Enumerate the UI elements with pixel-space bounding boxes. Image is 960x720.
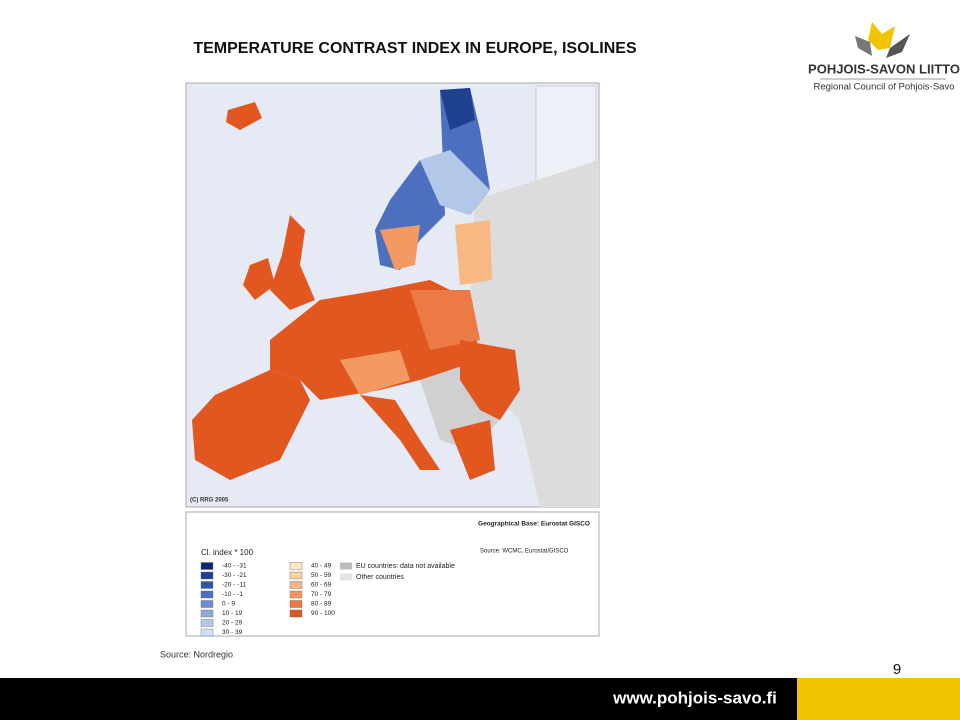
- legend-box: [185, 511, 600, 637]
- legend-label: -20 - -11: [222, 582, 246, 589]
- legend-swatch: [200, 562, 214, 570]
- logo: POHJOIS-SAVON LIITTO Regional Council of…: [808, 22, 960, 93]
- legend-label: 60 - 69: [311, 582, 332, 589]
- footer-bar: [0, 678, 797, 720]
- legend-label: 0 - 9: [222, 601, 235, 608]
- legend-label: Other countries: [356, 574, 404, 581]
- legend-label: 80 - 89: [311, 601, 332, 608]
- legend-swatch: [289, 581, 303, 589]
- legend-swatch: [289, 600, 303, 608]
- legend-label: -40 - -31: [222, 563, 247, 570]
- legend-label: 10 - 19: [222, 610, 243, 617]
- legend-swatch: [289, 590, 303, 599]
- legend-swatch: [200, 609, 214, 618]
- legend-label: 30 - 39: [222, 629, 243, 636]
- logo-name: POHJOIS-SAVON LIITTO: [808, 61, 960, 76]
- legend-label: -10 - -1: [222, 591, 243, 598]
- legend-swatch: [340, 562, 352, 570]
- legend-swatch: [289, 609, 303, 618]
- legend-swatch: [200, 628, 214, 637]
- geo-base: Geographical Base: Eurostat GISCO: [478, 521, 590, 528]
- source: Source: Nordregio: [160, 649, 233, 659]
- legend-label: 70 - 79: [311, 591, 332, 598]
- legend-label: 50 - 59: [311, 572, 332, 579]
- legend-label: -30 - -21: [222, 572, 247, 579]
- map: [185, 82, 600, 508]
- legend-label: 90 - 100: [311, 610, 335, 617]
- legend: -40 - -31 -30 - -21 -20 - -11 -10 - -1 0 - 9…: [200, 562, 455, 637]
- map-source: Source: WCMC, Eurostat/GISCO: [480, 549, 569, 555]
- legend-label: 20 - 29: [222, 620, 243, 627]
- legend-swatch: [200, 619, 214, 627]
- legend-swatch: [289, 562, 303, 570]
- website: www.pohjois-savo.fi: [612, 688, 777, 707]
- legend-swatch: [200, 571, 214, 580]
- legend-title: Cl. index * 100: [201, 548, 254, 557]
- logo-subtitle: Regional Council of Pohjois-Savo: [814, 82, 955, 93]
- legend-swatch: [340, 573, 352, 581]
- legend-label: EU countries: data not available: [356, 563, 455, 570]
- legend-swatch: [200, 581, 214, 589]
- legend-label: 40 - 49: [311, 563, 332, 570]
- legend-swatch: [200, 590, 214, 599]
- legend-swatch: [289, 571, 303, 580]
- slide-title: TEMPERATURE CONTRAST INDEX IN EUROPE, IS…: [193, 40, 637, 57]
- footer-accent: [797, 678, 960, 720]
- legend-swatch: [200, 600, 214, 608]
- map-copyright: (C) RRG 2005: [190, 498, 229, 504]
- page-number: 9: [893, 661, 901, 678]
